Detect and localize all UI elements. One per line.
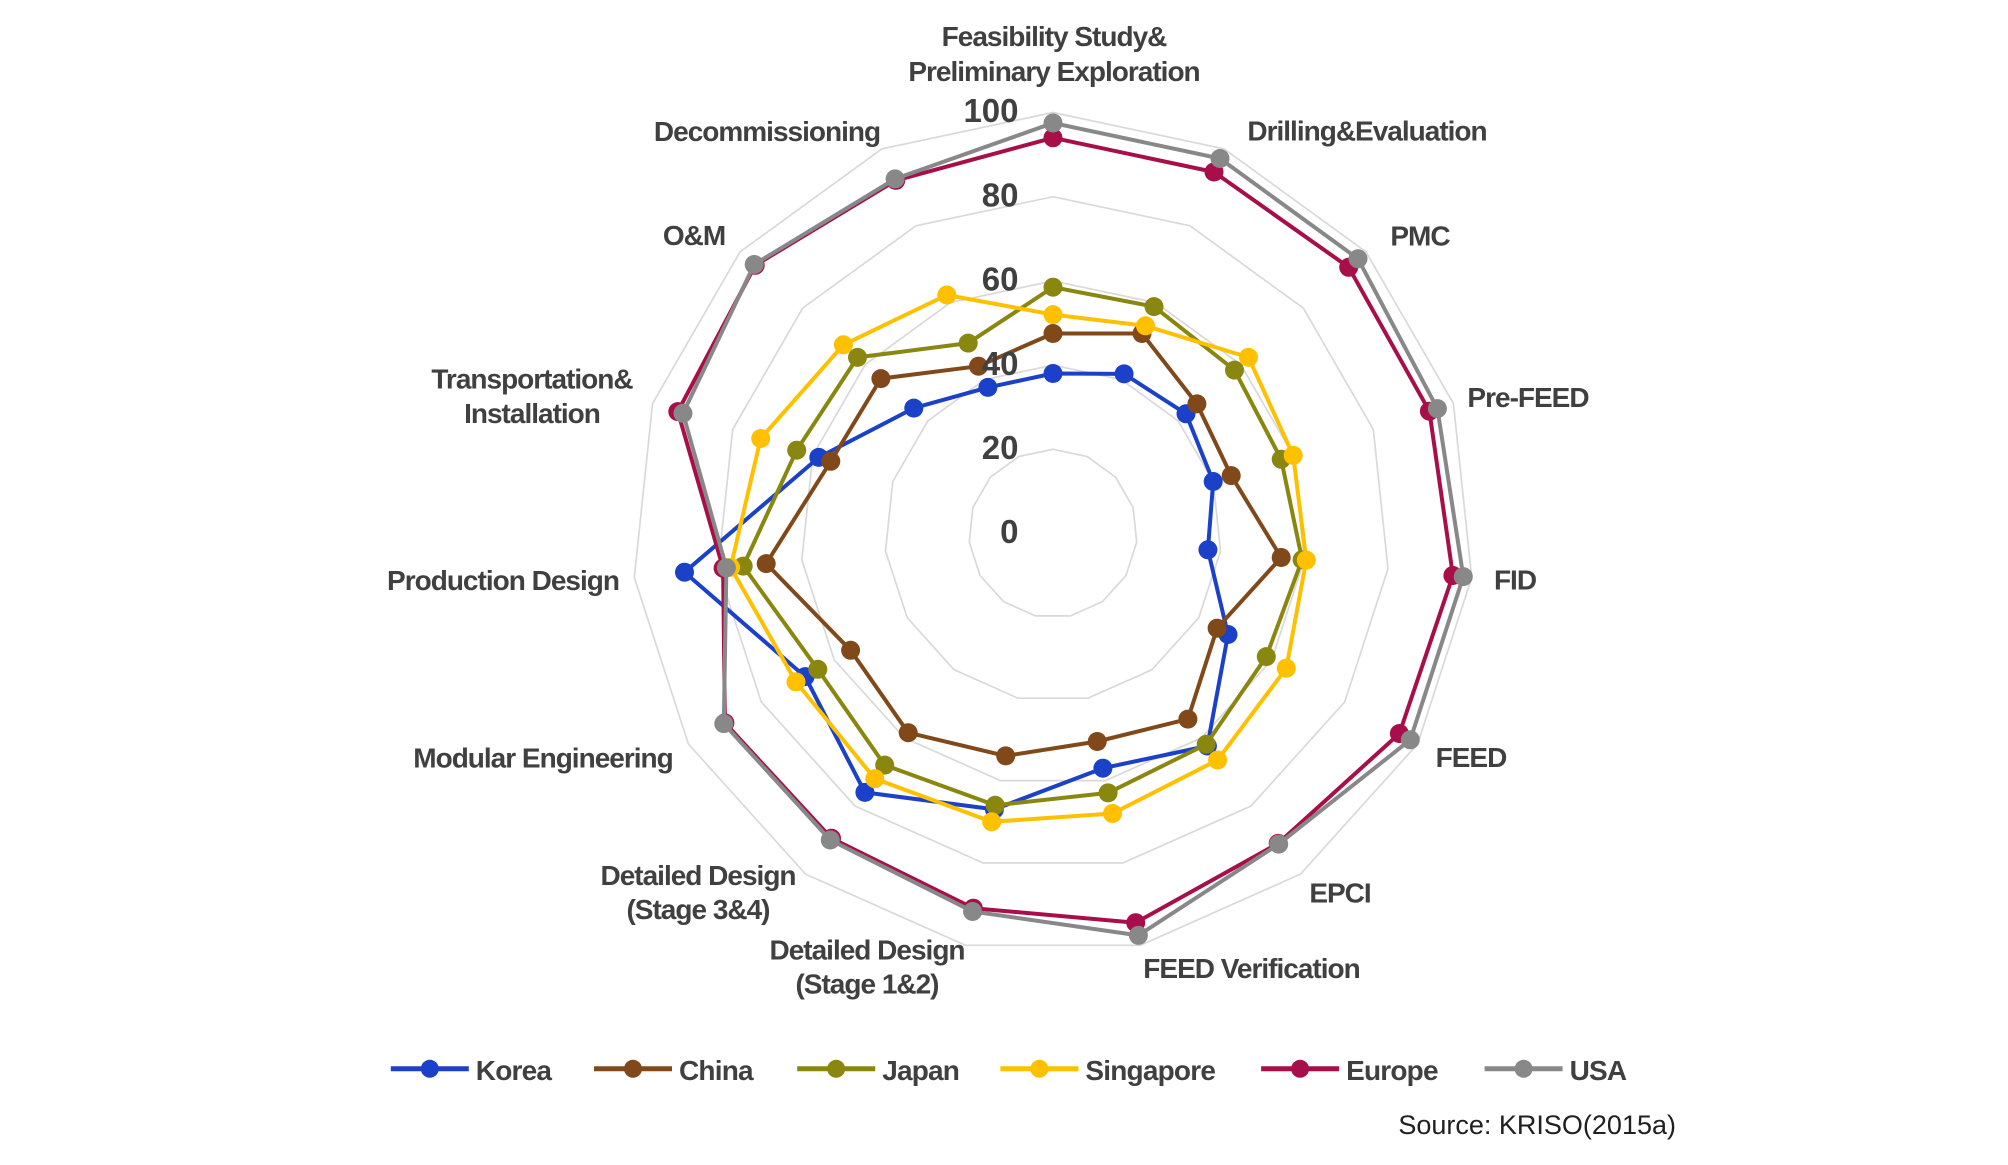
svg-text:Production Design: Production Design <box>387 565 619 596</box>
svg-text:Feasibility Study&: Feasibility Study& <box>942 21 1167 52</box>
svg-text:(Stage 1&2): (Stage 1&2) <box>795 969 938 1000</box>
svg-text:Source: KRISO(2015a): Source: KRISO(2015a) <box>1398 1110 1676 1140</box>
svg-text:80: 80 <box>982 176 1019 213</box>
svg-text:Decommissioning: Decommissioning <box>654 116 880 147</box>
svg-text:USA: USA <box>1570 1055 1627 1086</box>
svg-text:Installation: Installation <box>464 398 600 429</box>
svg-text:Transportation&: Transportation& <box>431 364 633 395</box>
svg-text:Singapore: Singapore <box>1085 1055 1215 1086</box>
svg-text:60: 60 <box>982 261 1019 298</box>
svg-text:100: 100 <box>963 92 1018 129</box>
svg-text:Detailed Design: Detailed Design <box>769 935 964 966</box>
svg-text:EPCI: EPCI <box>1309 878 1370 909</box>
svg-text:Korea: Korea <box>476 1055 553 1086</box>
svg-text:Preliminary Exploration: Preliminary Exploration <box>908 56 1199 87</box>
svg-text:PMC: PMC <box>1390 221 1450 252</box>
svg-text:Detailed Design: Detailed Design <box>600 860 795 891</box>
svg-text:Europe: Europe <box>1346 1055 1438 1086</box>
svg-text:20: 20 <box>982 429 1019 466</box>
svg-text:FID: FID <box>1494 565 1537 596</box>
svg-text:FEED: FEED <box>1436 742 1507 773</box>
svg-text:Drilling&Evaluation: Drilling&Evaluation <box>1247 116 1486 147</box>
svg-text:Pre-FEED: Pre-FEED <box>1467 382 1589 413</box>
svg-text:Japan: Japan <box>882 1055 959 1086</box>
svg-text:Modular Engineering: Modular Engineering <box>413 743 672 774</box>
svg-text:0: 0 <box>1000 513 1018 550</box>
svg-text:40: 40 <box>982 345 1019 382</box>
svg-text:O&M: O&M <box>663 220 725 251</box>
svg-text:China: China <box>679 1055 754 1086</box>
svg-text:FEED Verification: FEED Verification <box>1143 953 1359 984</box>
svg-text:(Stage 3&4): (Stage 3&4) <box>626 894 769 925</box>
